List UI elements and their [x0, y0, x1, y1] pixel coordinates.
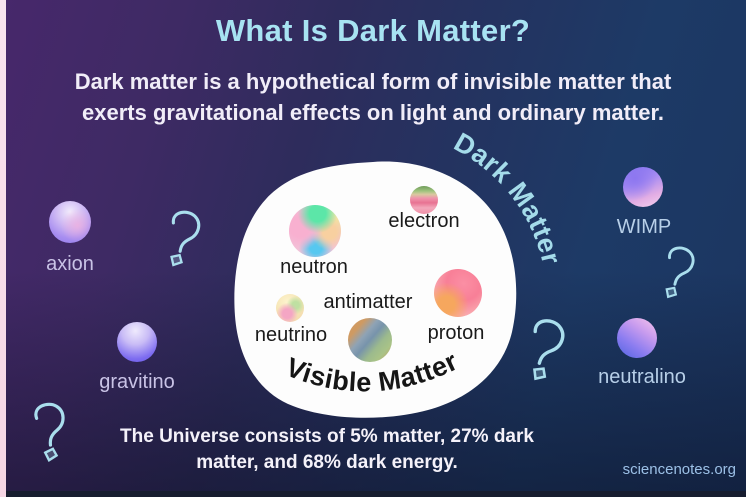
- proton-sphere: [434, 269, 482, 317]
- antimatter-label: antimatter: [323, 291, 413, 313]
- subtitle-line-2: exerts gravitational effects on light an…: [82, 100, 664, 126]
- footer-line-2: matter, and 68% dark energy.: [196, 451, 458, 473]
- wimp-label: WIMP: [616, 216, 672, 238]
- subtitle-line-1: Dark matter is a hypothetical form of in…: [74, 69, 672, 94]
- proton-label: proton: [427, 322, 485, 344]
- page-title: What Is Dark Matter?: [215, 13, 531, 48]
- gravitino-sphere: [117, 322, 157, 362]
- neutrino-label: neutrino: [254, 324, 328, 346]
- question-mark-icon: [533, 319, 565, 381]
- neutralino-label: neutralino: [598, 366, 686, 388]
- question-mark-icon: [665, 246, 695, 299]
- wimp-sphere: [623, 167, 663, 207]
- subtitle: Dark matter is a hypothetical form of in…: [0, 66, 746, 128]
- bottom-edge-strip: [6, 491, 746, 497]
- neutron-sphere: [289, 205, 341, 257]
- question-mark-icon: [170, 210, 201, 267]
- electron-label: electron: [388, 210, 460, 232]
- question-mark-icon: [34, 402, 65, 462]
- axion-sphere: [49, 201, 91, 243]
- site-credit: sciencenotes.org: [622, 461, 736, 478]
- antimatter-sphere: [348, 318, 392, 362]
- electron-sphere: [410, 186, 438, 214]
- neutralino-sphere: [617, 318, 657, 358]
- neutron-label: neutron: [280, 256, 348, 278]
- neutrino-sphere: [276, 294, 304, 322]
- footer-line-1: The Universe consists of 5% matter, 27% …: [120, 426, 534, 447]
- left-edge-strip: [0, 0, 6, 497]
- axion-label: axion: [46, 253, 94, 275]
- gravitino-label: gravitino: [99, 371, 175, 393]
- footer-fact: The Universe consists of 5% matter, 27% …: [92, 424, 562, 475]
